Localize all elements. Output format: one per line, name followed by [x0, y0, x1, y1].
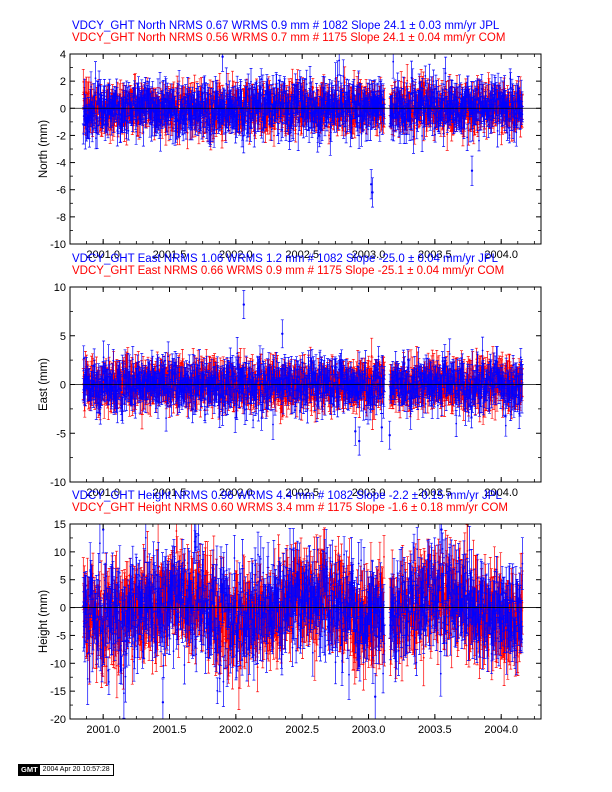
y-tick-label: -10	[50, 239, 66, 251]
panel-height: VDCY_GHT Height NRMS 0.96 WRMS 4.4 mm # …	[38, 490, 542, 736]
y-axis-label: East (mm)	[38, 358, 50, 411]
x-tick-label: 2001.5	[153, 249, 187, 261]
y-tick-label: 10	[54, 282, 66, 294]
y-tick-label: 4	[60, 49, 66, 61]
plot-frame	[69, 53, 542, 245]
series-label-jpl: VDCY_GHT East NRMS 1.06 WRMS 1.2 mm # 10…	[72, 253, 499, 265]
x-tick-label: 2002.5	[285, 249, 319, 261]
series-label-jpl: VDCY_GHT North NRMS 0.67 WRMS 0.9 mm # 1…	[72, 20, 500, 32]
x-tick-label: 2003.0	[352, 724, 386, 736]
x-tick-label: 2002.0	[219, 249, 253, 261]
y-tick-label: -20	[50, 714, 66, 726]
y-tick-label: 5	[60, 331, 66, 343]
gmt-timestamp: 2004 Apr 20 10:57:28	[39, 765, 113, 775]
y-tick-label: -2	[56, 130, 66, 142]
y-tick-label: 15	[54, 519, 66, 531]
x-tick-label: 2003.5	[418, 487, 452, 499]
x-tick-label: 2001.5	[153, 487, 187, 499]
y-tick-label: 2	[60, 76, 66, 88]
x-tick-label: 2003.5	[418, 724, 452, 736]
y-tick-label: 0	[60, 103, 66, 115]
y-tick-label: -6	[56, 185, 66, 197]
x-tick-label: 2001.0	[86, 724, 120, 736]
y-tick-label: -5	[56, 630, 66, 642]
y-tick-label: -4	[56, 158, 66, 170]
x-tick-label: 2002.0	[219, 487, 253, 499]
x-tick-label: 2004.0	[484, 249, 518, 261]
y-tick-label: -10	[50, 658, 66, 670]
data-area	[81, 524, 524, 719]
y-tick-label: -10	[50, 477, 66, 489]
y-tick-label: 0	[60, 380, 66, 392]
y-tick-label: -8	[56, 212, 66, 224]
y-axis-label: Height (mm)	[38, 590, 50, 653]
panel-east: VDCY_GHT East NRMS 1.06 WRMS 1.2 mm # 10…	[38, 253, 542, 499]
y-tick-label: 5	[60, 575, 66, 587]
gmt-stamp: GMT 2004 Apr 20 10:57:28	[18, 764, 114, 776]
x-tick-label: 2002.5	[285, 487, 319, 499]
x-tick-label: 2002.5	[285, 724, 319, 736]
panel-north: VDCY_GHT North NRMS 0.67 WRMS 0.9 mm # 1…	[38, 20, 542, 261]
x-tick-label: 2004.0	[484, 724, 518, 736]
x-tick-label: 2001.0	[86, 249, 120, 261]
gmt-logo: GMT	[19, 765, 40, 775]
x-tick-label: 2003.0	[352, 487, 386, 499]
y-tick-label: -15	[50, 686, 66, 698]
y-tick-label: 0	[60, 603, 66, 615]
series-jpl	[81, 54, 524, 208]
data-points-jpl	[82, 528, 524, 704]
data-points-jpl	[82, 55, 524, 194]
series-label-com: VDCY_GHT North NRMS 0.56 WRMS 0.7 mm # 1…	[72, 32, 505, 44]
data-area	[81, 54, 524, 208]
y-tick-label: 10	[54, 547, 66, 559]
y-axis-label: North (mm)	[38, 120, 50, 178]
x-tick-label: 2002.0	[219, 724, 253, 736]
data-area	[81, 290, 524, 456]
x-tick-label: 2004.0	[484, 487, 518, 499]
x-tick-label: 2003.0	[352, 249, 386, 261]
y-tick-label: -5	[56, 428, 66, 440]
x-tick-label: 2003.5	[418, 249, 452, 261]
x-tick-label: 2001.5	[153, 724, 187, 736]
x-tick-label: 2001.0	[86, 487, 120, 499]
series-jpl	[81, 524, 524, 719]
series-label-jpl: VDCY_GHT Height NRMS 0.96 WRMS 4.4 mm # …	[72, 490, 502, 502]
series-label-com: VDCY_GHT Height NRMS 0.60 WRMS 3.4 mm # …	[72, 502, 508, 514]
series-label-com: VDCY_GHT East NRMS 0.66 WRMS 0.9 mm # 11…	[72, 265, 504, 277]
